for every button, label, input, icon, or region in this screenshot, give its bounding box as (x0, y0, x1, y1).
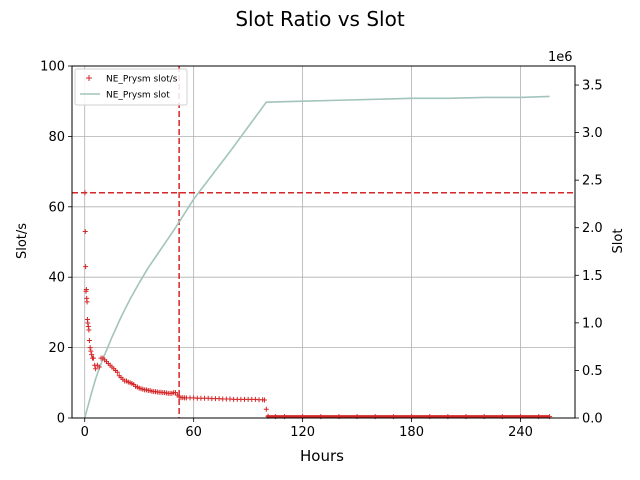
y-left-tick-label: 0 (57, 412, 65, 427)
data-point-marker (82, 228, 88, 234)
data-point-marker (263, 406, 269, 412)
x-tick-label: 240 (508, 425, 533, 440)
data-point-marker (89, 352, 95, 358)
series-slot-rate-markers (82, 190, 553, 420)
x-tick-label: 180 (399, 425, 424, 440)
y-right-tick-label: 0.0 (582, 412, 603, 427)
data-point-marker (85, 320, 91, 326)
y-right-tick-label: 1.5 (582, 269, 603, 284)
y-right-tick-label: 3.5 (582, 79, 603, 94)
y-left-tick-label: 20 (48, 341, 65, 356)
data-point-marker (90, 355, 96, 361)
plot-frame (71, 65, 576, 419)
legend: NE_Prysm slot/s NE_Prysm slot (74, 68, 188, 106)
grid-lines (72, 65, 575, 419)
tick-labels: 0 60 120 180 240 0 20 40 60 80 100 0.0 0.5 1.0 1.5 2.0 2… (40, 60, 603, 441)
y-right-tick-label: 1.0 (582, 316, 603, 331)
data-point-marker (114, 369, 120, 375)
y-left-tick-label: 60 (48, 200, 65, 215)
legend-label: NE_Prysm slot/s (106, 75, 178, 85)
data-point-marker (87, 345, 93, 351)
data-point-marker (83, 264, 89, 270)
y-right-tick-label: 3.0 (582, 126, 603, 141)
data-point-marker (96, 364, 102, 370)
series-slot-line (83, 95, 550, 419)
y-axis-label-left: Slot/s (15, 223, 30, 259)
y-right-tick-label: 2.5 (582, 174, 603, 189)
data-point-marker (86, 327, 92, 333)
y-left-tick-label: 100 (40, 60, 65, 75)
data-point-marker (88, 348, 94, 354)
y-left-tick-label: 80 (48, 130, 65, 145)
chart-title: Slot Ratio vs Slot (235, 7, 404, 31)
data-point-marker (86, 338, 92, 344)
data-point-marker (85, 323, 91, 329)
axes (68, 65, 579, 422)
data-point-marker (93, 366, 99, 372)
series-line-slot (83, 95, 550, 419)
legend-marker-plus (86, 75, 92, 81)
right-axis-offset-label: 1e6 (548, 50, 573, 65)
y-right-tick-label: 2.0 (582, 221, 603, 236)
reference-lines (72, 66, 575, 418)
y-right-tick-label: 0.5 (582, 364, 603, 379)
x-tick-label: 0 (81, 425, 89, 440)
y-axis-label-right: Slot (611, 229, 626, 254)
x-tick-label: 120 (290, 425, 315, 440)
legend-label: NE_Prysm slot (106, 91, 170, 101)
x-axis-label: Hours (300, 447, 344, 465)
data-point-marker (84, 299, 90, 305)
y-left-tick-label: 40 (48, 271, 65, 286)
data-point-marker (82, 190, 88, 196)
x-tick-label: 60 (185, 425, 202, 440)
legend-box (74, 68, 188, 106)
data-point-marker (83, 287, 89, 293)
data-point-marker (261, 397, 267, 403)
